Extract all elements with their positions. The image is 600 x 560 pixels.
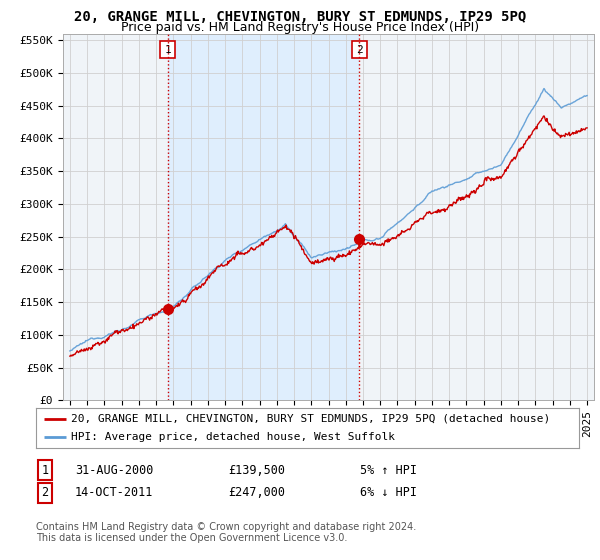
Text: Price paid vs. HM Land Registry's House Price Index (HPI): Price paid vs. HM Land Registry's House … [121, 21, 479, 34]
Text: 31-AUG-2000: 31-AUG-2000 [75, 464, 154, 477]
Text: 1: 1 [41, 464, 49, 477]
Text: 2: 2 [41, 486, 49, 500]
Text: 20, GRANGE MILL, CHEVINGTON, BURY ST EDMUNDS, IP29 5PQ: 20, GRANGE MILL, CHEVINGTON, BURY ST EDM… [74, 10, 526, 24]
Text: 1: 1 [164, 45, 171, 55]
Bar [167, 34, 359, 400]
Text: 14-OCT-2011: 14-OCT-2011 [75, 486, 154, 500]
Text: £247,000: £247,000 [228, 486, 285, 500]
Text: £139,500: £139,500 [228, 464, 285, 477]
Text: 5% ↑ HPI: 5% ↑ HPI [360, 464, 417, 477]
Text: 6% ↓ HPI: 6% ↓ HPI [360, 486, 417, 500]
Text: 20, GRANGE MILL, CHEVINGTON, BURY ST EDMUNDS, IP29 5PQ (detached house): 20, GRANGE MILL, CHEVINGTON, BURY ST EDM… [71, 414, 551, 423]
Text: 2: 2 [356, 45, 363, 55]
Text: HPI: Average price, detached house, West Suffolk: HPI: Average price, detached house, West… [71, 432, 395, 442]
Text: Contains HM Land Registry data © Crown copyright and database right 2024.: Contains HM Land Registry data © Crown c… [36, 522, 416, 532]
Text: This data is licensed under the Open Government Licence v3.0.: This data is licensed under the Open Gov… [36, 533, 347, 543]
